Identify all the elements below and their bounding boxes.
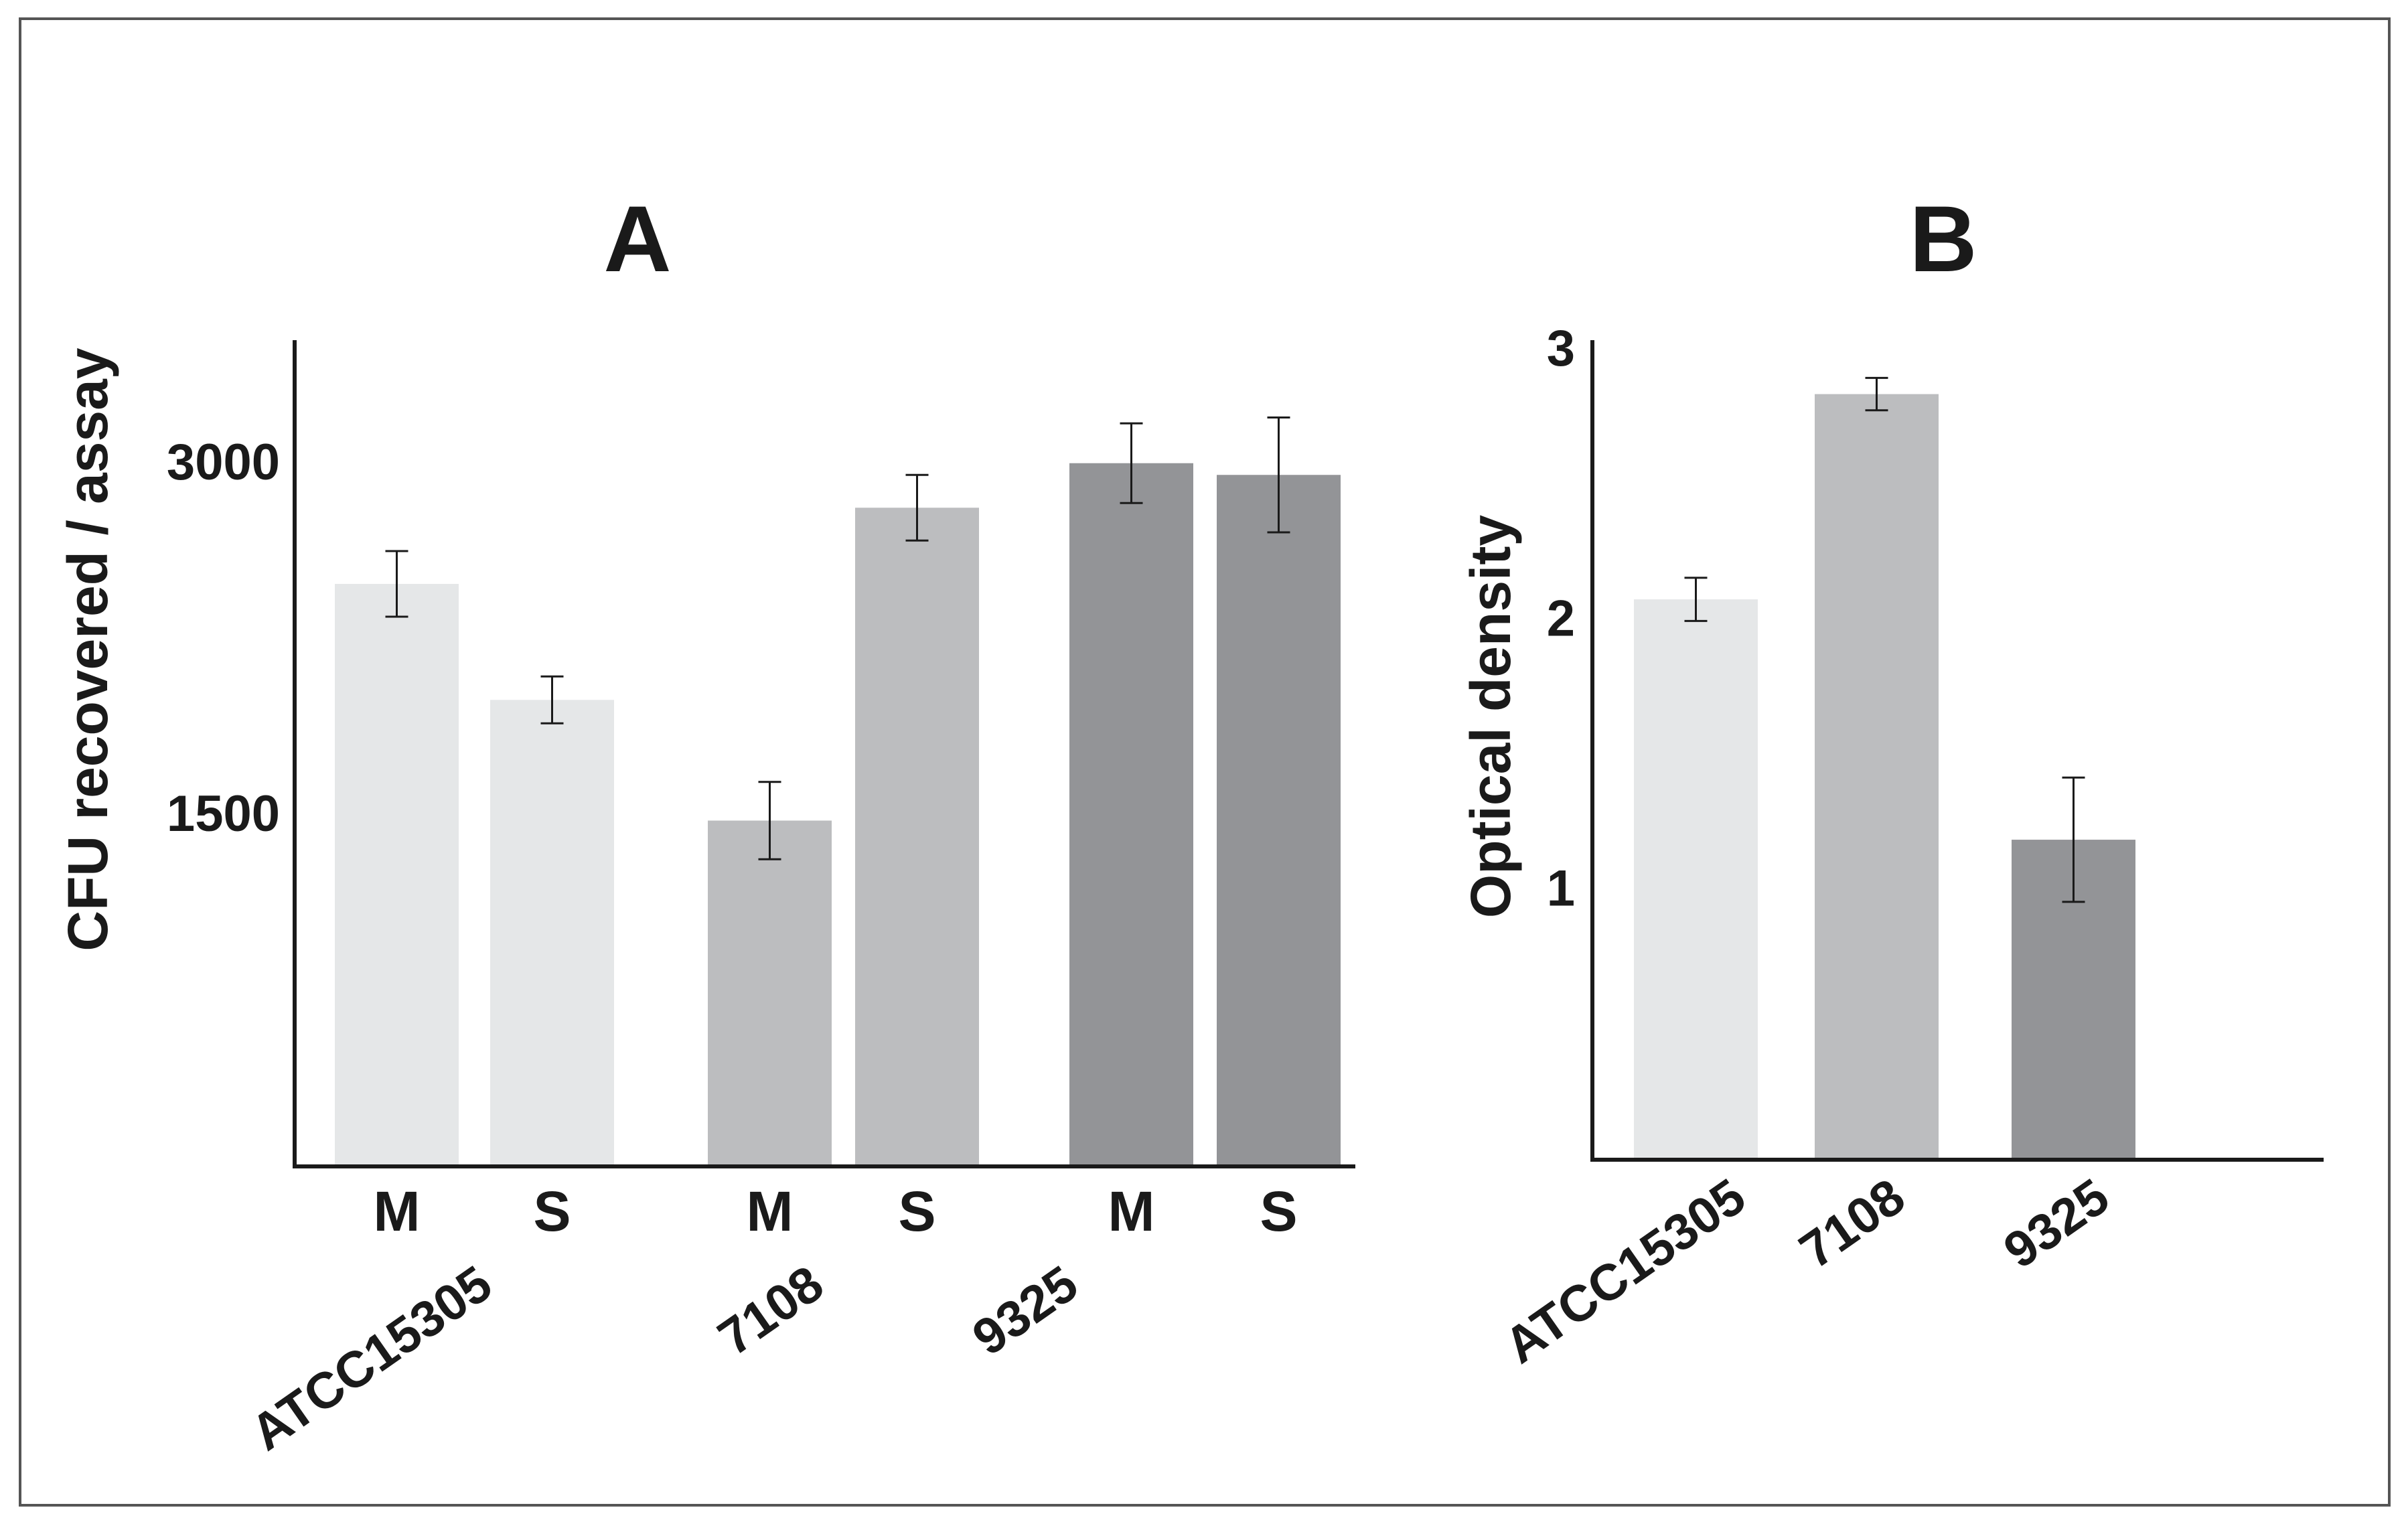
panel-b-y-tick-2: 3 (1547, 320, 1575, 377)
panel-b-error-bars (1684, 376, 2085, 903)
panel-a-axes (293, 340, 1355, 1168)
panel-a-bar-2-m (1069, 463, 1193, 1165)
panel-b-y-tick-1: 2 (1547, 590, 1575, 647)
panel-b-bar-1 (1815, 394, 1939, 1158)
panel-a-bars (335, 463, 1341, 1165)
panel-a-bar-1-s (855, 508, 979, 1165)
panel-a-error-bar-2-m (1120, 422, 1143, 504)
panel-b-y-ticks: 1 2 3 (1547, 320, 1575, 917)
panel-a-error-bar-2-s (1267, 416, 1290, 534)
panel-a-bar-0-s (490, 700, 614, 1165)
panel-b-axes (1590, 340, 2324, 1162)
panel-a-y-tick-0: 1500 (167, 785, 280, 842)
panel-b-error-bar-1 (1865, 376, 1888, 412)
panel-a-bar-0-m (335, 584, 459, 1165)
panel-b-y-axis-label: Optical density (1459, 515, 1522, 918)
panel-b-error-bar-0 (1684, 577, 1708, 622)
panel-b-label: B (1909, 186, 1977, 291)
panel-a-y-tick-1: 3000 (167, 434, 280, 491)
panel-a-error-bar-0-m (385, 550, 408, 618)
panel-b-error-bar-2 (2062, 776, 2085, 903)
panel-b-bar-0 (1634, 599, 1758, 1158)
panel-a-x-label-2-s: S (1260, 1180, 1297, 1243)
panel-a-bar-1-m (708, 820, 832, 1165)
panel-a-x-label-1-m: M (747, 1180, 794, 1243)
panel-a-label: A (603, 186, 671, 291)
panel-a-x-label-2-m: M (1108, 1180, 1155, 1243)
panel-a-error-bar-1-m (758, 781, 781, 860)
panel-a-x-label-0-s: S (533, 1180, 571, 1243)
panel-a-x-label-1-s: S (898, 1180, 935, 1243)
panel-b-y-tick-0: 1 (1547, 860, 1575, 917)
panel-a-error-bar-1-s (905, 473, 929, 542)
panel-a-error-bar-0-s (540, 675, 564, 724)
panel-a-x-label-0-m: M (374, 1180, 421, 1243)
panel-a-y-ticks: 1500 3000 (167, 434, 280, 842)
panel-a-error-bars (385, 416, 1290, 860)
panel-a-y-axis-label: CFU recovered / assay (56, 348, 119, 951)
panel-a-bar-2-s (1217, 475, 1341, 1165)
